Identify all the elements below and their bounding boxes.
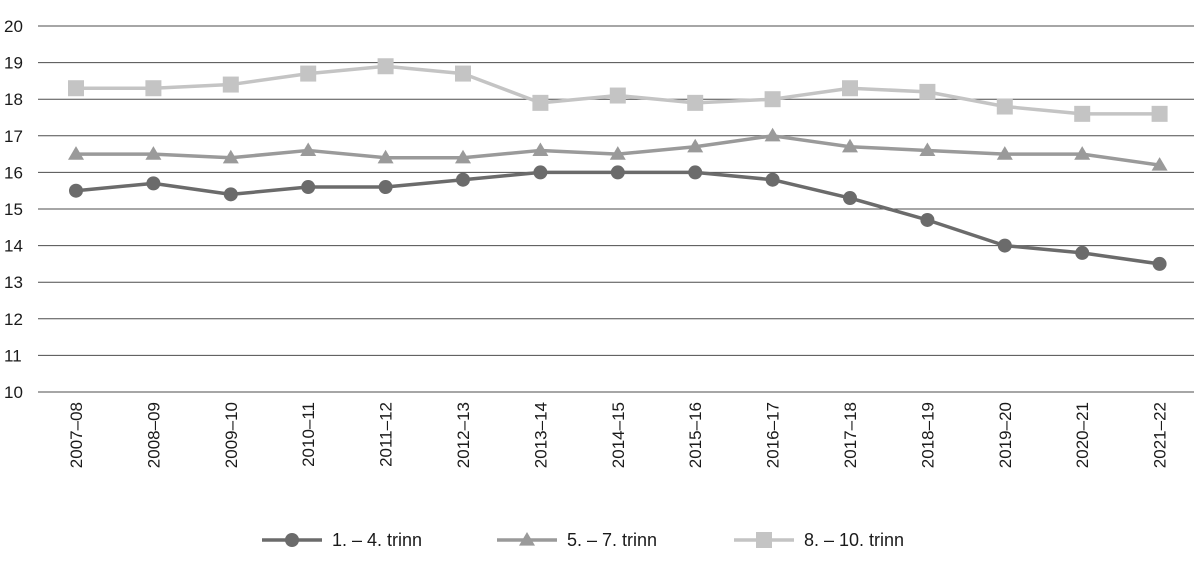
- x-tick-label: 2008–09: [144, 402, 163, 468]
- data-point: [1075, 245, 1090, 260]
- data-point: [1151, 157, 1168, 171]
- series-line: [75, 170, 1160, 266]
- legend-label: 1. – 4. trinn: [332, 530, 422, 550]
- data-point: [1074, 146, 1091, 160]
- y-tick-label: 16: [4, 163, 23, 182]
- x-tick-label: 2010–11: [299, 402, 318, 467]
- data-point: [378, 180, 393, 195]
- legend: 1. – 4. trinn 5. – 7. trinn 8. – 10. trinn: [262, 530, 904, 550]
- x-tick-label: 2019–20: [996, 402, 1015, 468]
- data-point: [997, 238, 1012, 253]
- y-tick-label: 19: [4, 54, 23, 73]
- data-point: [920, 212, 935, 227]
- data-point: [68, 80, 84, 97]
- data-point: [765, 172, 780, 187]
- data-point: [456, 172, 470, 187]
- legend-marker-circle: [285, 533, 299, 547]
- legend-marker-square: [756, 532, 772, 548]
- series-2: [68, 127, 1168, 171]
- data-point: [687, 94, 704, 111]
- legend-item-3: 8. – 10. trinn: [734, 530, 904, 550]
- data-point: [455, 65, 471, 82]
- y-tick-label: 14: [4, 237, 23, 256]
- data-point: [222, 149, 239, 164]
- x-tick-label: 2015–16: [686, 402, 705, 468]
- data-point: [1151, 105, 1168, 122]
- x-tick-label: 2009–10: [222, 402, 241, 468]
- series-lines: [68, 58, 1168, 271]
- x-tick-label: 2012–13: [454, 402, 473, 468]
- data-point: [69, 183, 83, 198]
- gridlines: [38, 25, 1194, 393]
- legend-marker-triangle: [519, 532, 535, 546]
- data-point: [300, 142, 317, 157]
- data-point: [688, 165, 703, 180]
- data-point: [842, 138, 858, 153]
- y-tick-label: 15: [4, 200, 23, 219]
- data-point: [996, 146, 1013, 160]
- data-point: [609, 146, 626, 160]
- series-1: [69, 165, 1167, 271]
- y-tick-label: 13: [4, 273, 23, 292]
- data-point: [919, 142, 936, 157]
- data-point: [996, 98, 1013, 115]
- y-tick-label: 17: [4, 127, 23, 146]
- legend-label: 8. – 10. trinn: [804, 530, 904, 550]
- y-axis-tick-labels: 10 11 12 13 14 15 16 17 18 19 20: [4, 17, 23, 402]
- data-point: [610, 165, 625, 180]
- data-point: [377, 58, 394, 75]
- data-point: [532, 142, 549, 157]
- data-point: [533, 165, 548, 180]
- legend-label: 5. – 7. trinn: [567, 530, 657, 550]
- series-3: [68, 58, 1168, 122]
- x-tick-label: 2018–19: [918, 402, 937, 468]
- data-point: [687, 138, 704, 153]
- data-point: [1152, 256, 1167, 271]
- y-tick-label: 10: [4, 383, 23, 402]
- legend-item-1: 1. – 4. trinn: [262, 530, 422, 550]
- data-point: [532, 94, 549, 111]
- y-tick-label: 11: [4, 346, 22, 365]
- data-point: [145, 146, 162, 160]
- data-point: [919, 83, 936, 100]
- x-tick-label: 2011–12: [377, 402, 396, 467]
- y-tick-label: 20: [4, 17, 23, 36]
- data-point: [68, 146, 84, 160]
- data-point: [145, 80, 162, 97]
- x-tick-label: 2013–14: [531, 402, 550, 468]
- x-tick-label: 2020–21: [1073, 402, 1092, 468]
- legend-item-2: 5. – 7. trinn: [497, 530, 657, 550]
- data-point: [377, 149, 394, 164]
- data-point: [609, 87, 626, 104]
- y-tick-label: 12: [4, 310, 23, 329]
- x-axis-tick-labels: 2007–08 2008–09 2009–10 2010–11 2011–12 2012–…: [67, 402, 1170, 468]
- data-point: [301, 180, 316, 195]
- data-point: [764, 127, 781, 142]
- y-tick-label: 18: [4, 90, 23, 109]
- data-point: [223, 187, 238, 202]
- x-tick-label: 2016–17: [764, 402, 783, 468]
- data-point: [1074, 105, 1091, 122]
- x-tick-label: 2014–15: [609, 402, 628, 468]
- data-point: [455, 149, 471, 164]
- data-point: [764, 91, 781, 108]
- x-tick-label: 2007–08: [67, 402, 86, 468]
- x-tick-label: 2021–22: [1151, 402, 1170, 468]
- data-point: [843, 191, 857, 206]
- x-tick-label: 2017–18: [841, 402, 860, 468]
- data-point: [842, 80, 858, 97]
- data-point: [146, 176, 161, 191]
- data-point: [222, 76, 239, 93]
- data-point: [300, 65, 317, 82]
